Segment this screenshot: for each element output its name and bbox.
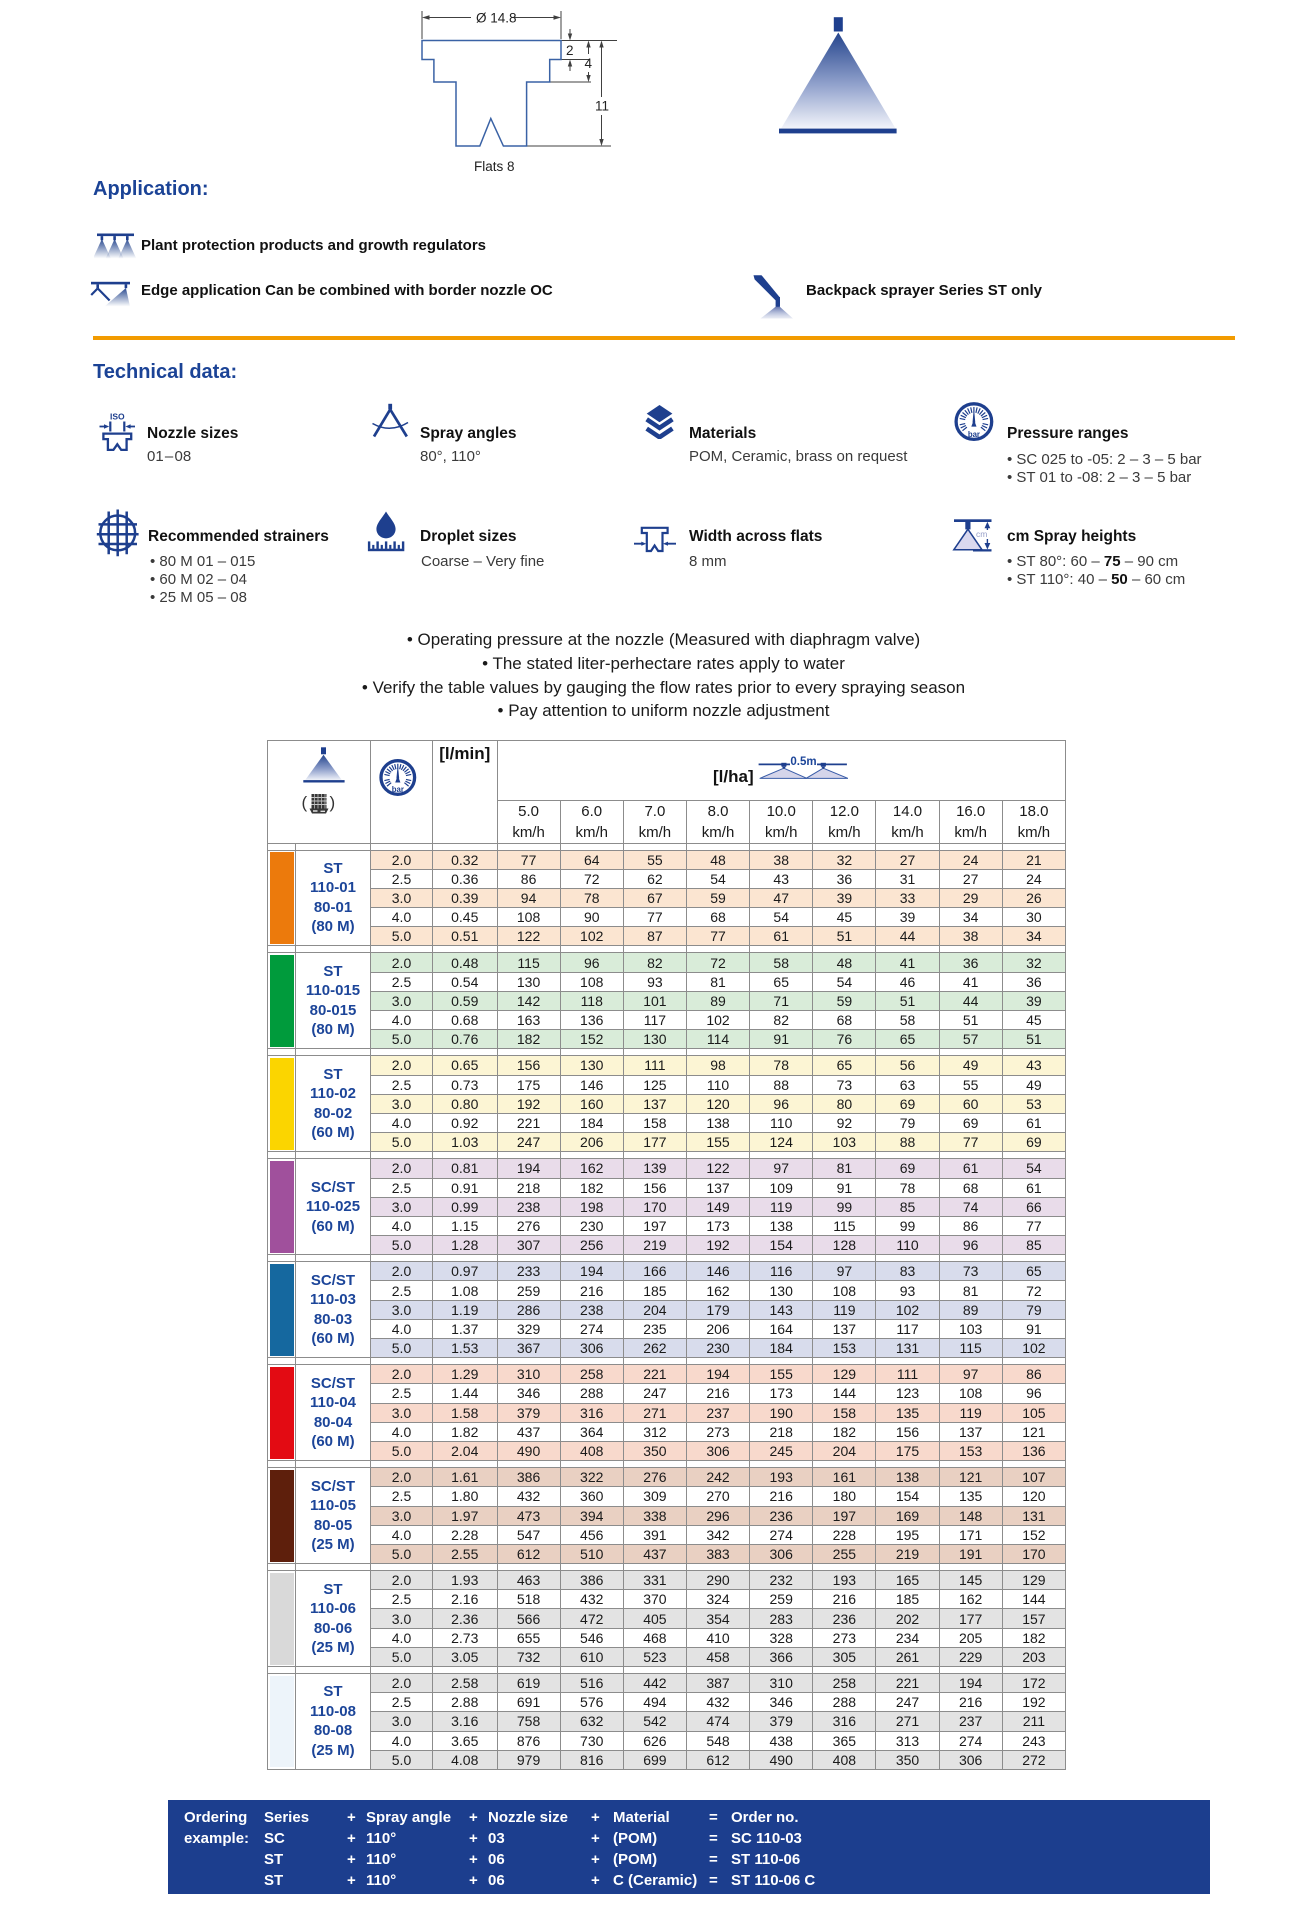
svg-text:0.5m: 0.5m bbox=[790, 756, 816, 768]
svg-text:bar: bar bbox=[968, 430, 980, 439]
svg-text:Ø 14.8: Ø 14.8 bbox=[476, 11, 517, 26]
svg-text:bar: bar bbox=[392, 785, 404, 794]
svg-text:ISO: ISO bbox=[110, 412, 125, 422]
svg-text:11: 11 bbox=[595, 99, 609, 114]
svg-text:4: 4 bbox=[585, 56, 593, 71]
svg-text:(: ( bbox=[302, 793, 308, 812]
svg-text:): ) bbox=[330, 793, 336, 812]
svg-text:2: 2 bbox=[566, 43, 574, 58]
svg-text:cm: cm bbox=[976, 529, 987, 539]
svg-text:Flats 8: Flats 8 bbox=[474, 159, 515, 174]
